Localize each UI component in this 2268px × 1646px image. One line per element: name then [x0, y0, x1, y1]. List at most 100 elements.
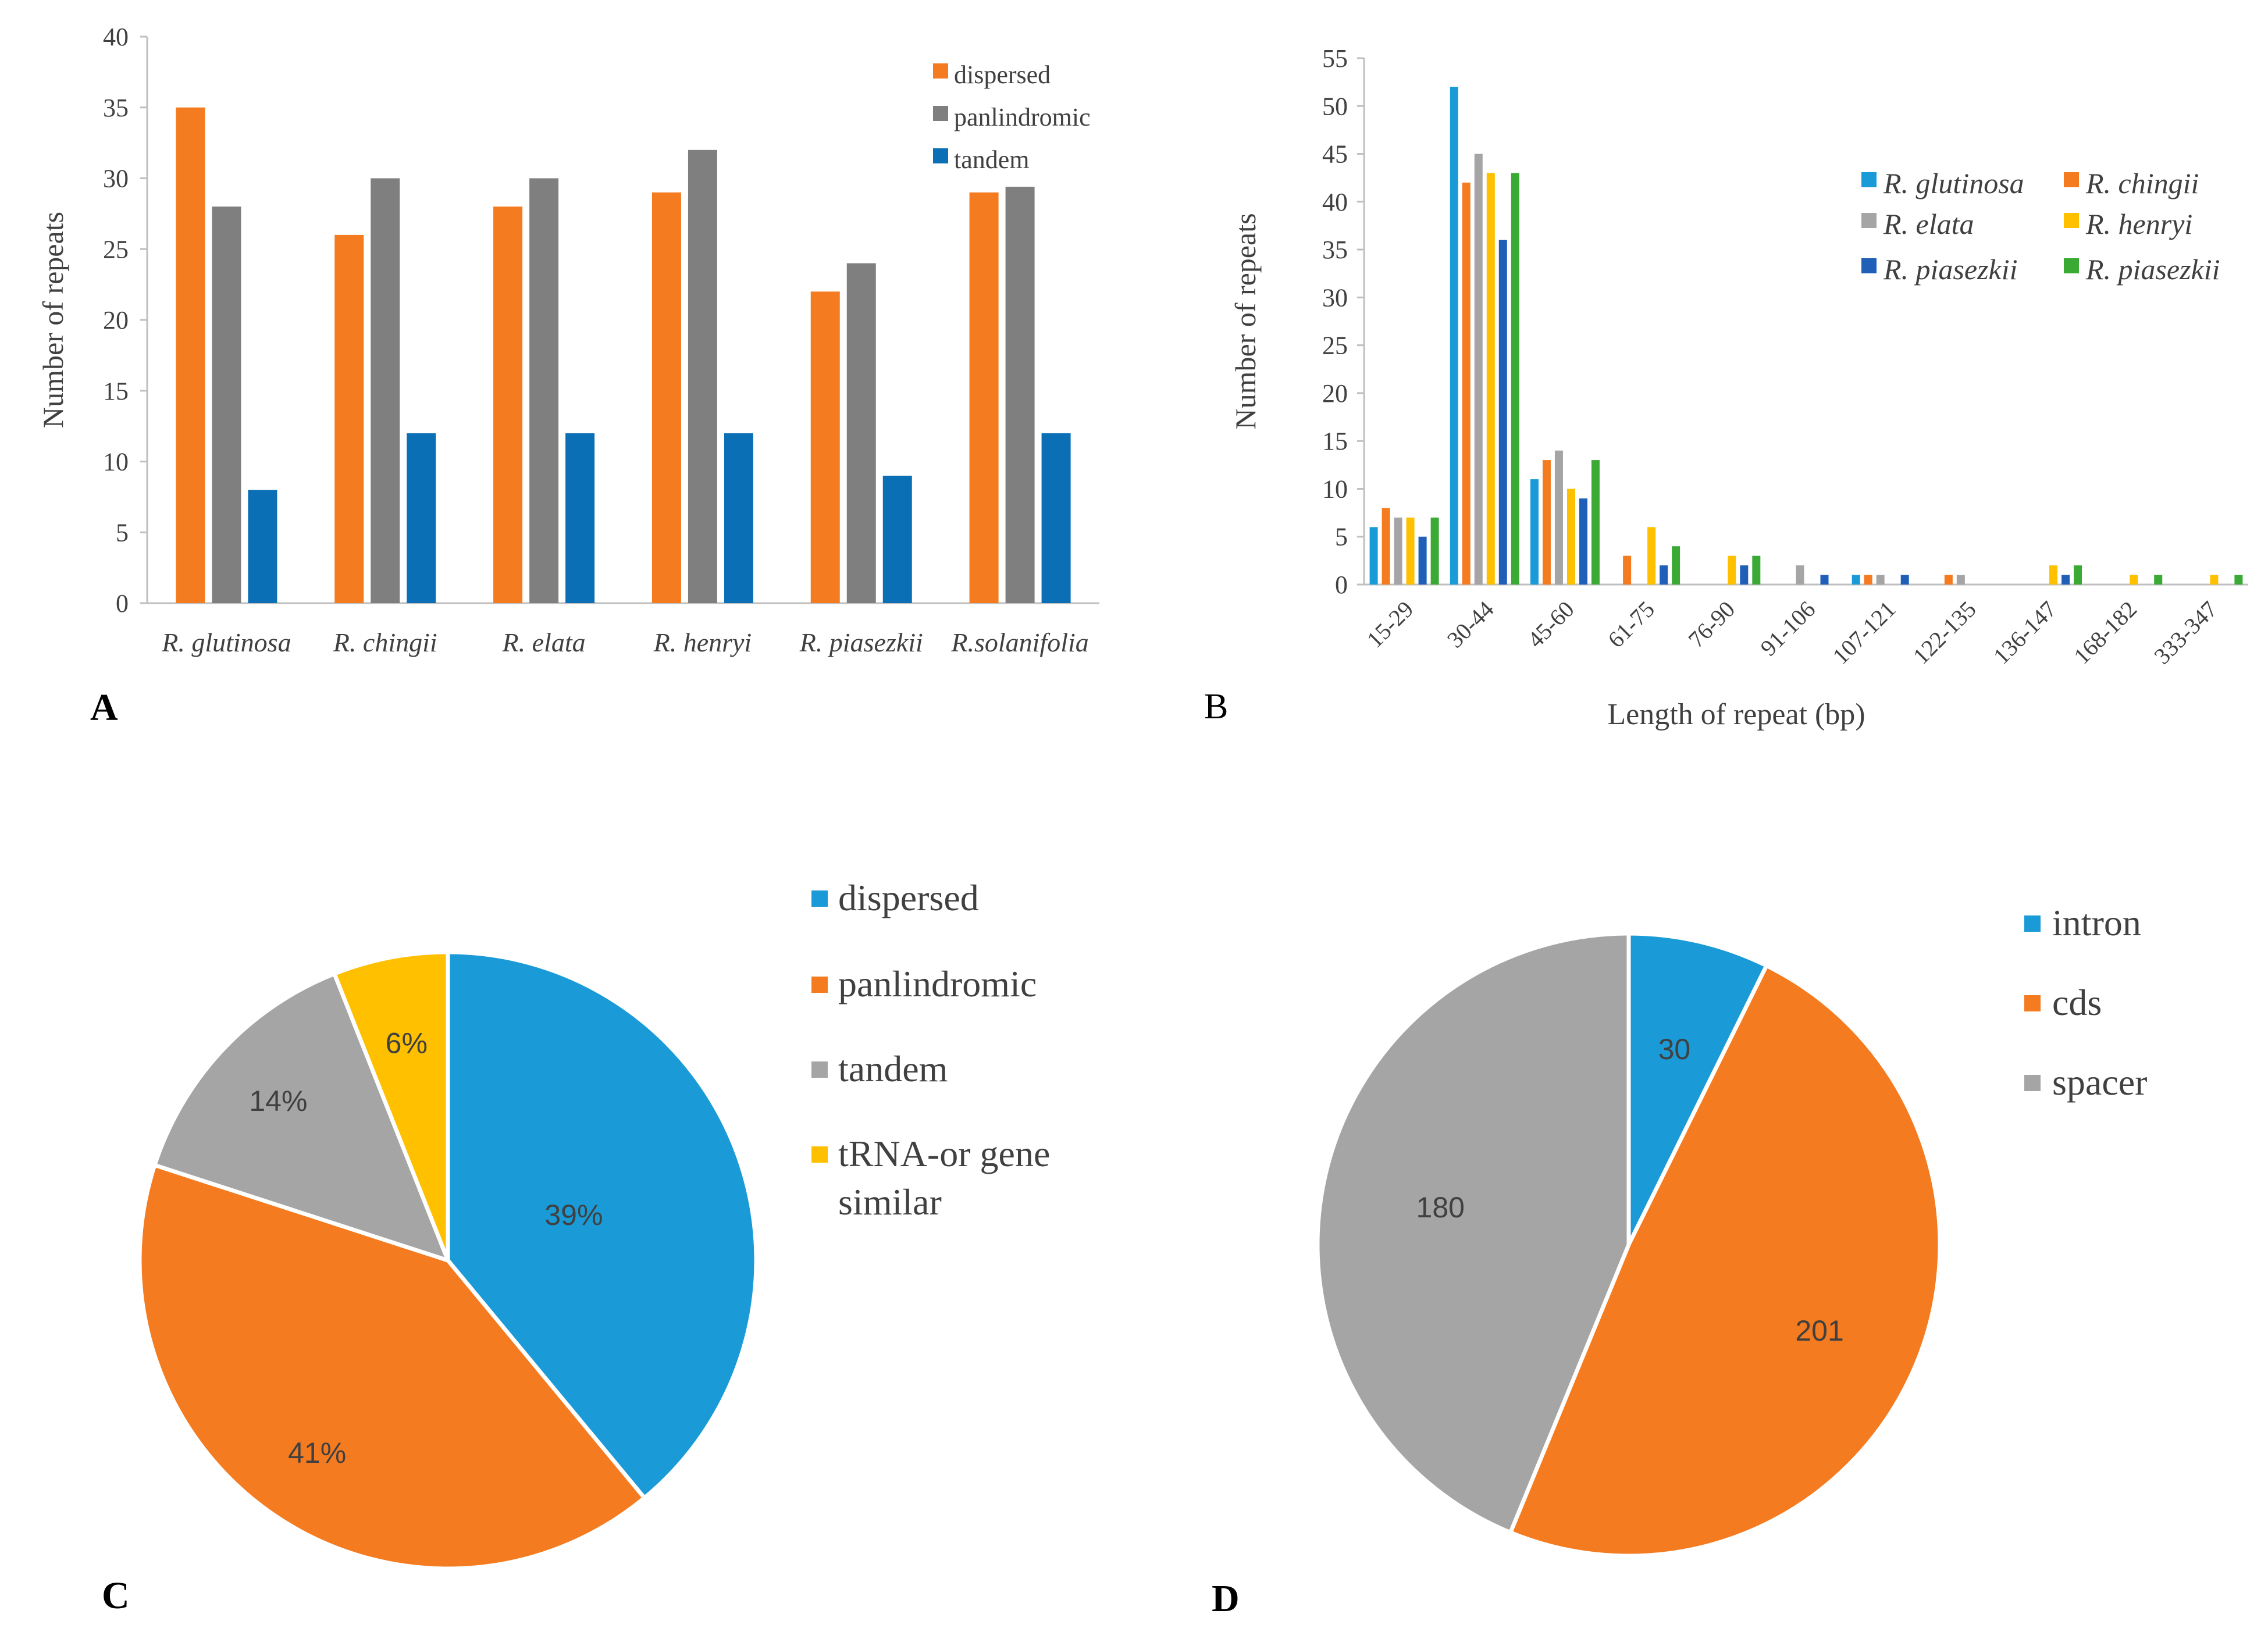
b-bar-series-5 [2062, 575, 2070, 585]
b-legend-swatch-3 [1861, 213, 1877, 228]
c-legend-label: panlindromic [838, 963, 1037, 1004]
a-bar-dispersed [493, 206, 523, 603]
a-legend-label: tandem [954, 145, 1030, 174]
panel-label-b: B [1204, 687, 1228, 726]
b-legend-label: R. chingii [2085, 167, 2199, 199]
b-bar-series-2 [1382, 508, 1390, 585]
c-legend-label: similar [838, 1181, 942, 1223]
a-bar-dispersed [969, 192, 999, 604]
b-bar-series-2 [1542, 460, 1551, 585]
a-y-tick-label: 0 [116, 589, 129, 618]
a-y-tick-label: 25 [103, 235, 129, 263]
a-bar-tandem [407, 433, 436, 603]
d-slice-label: 201 [1795, 1314, 1843, 1347]
a-x-tick-label: R.solanifolia [950, 628, 1088, 657]
c-legend-swatch-tandem [811, 1061, 828, 1078]
b-x-axis-title: Length of repeat (bp) [1607, 698, 1865, 731]
d-slice-intron [1626, 931, 1769, 1246]
panel-a-bar-chart: 0 5 10 15 20 25 30 35 40 Number of repeats R. glut… [37, 23, 1099, 657]
b-y-tick-label: 10 [1322, 475, 1348, 503]
c-legend-label: tandem [838, 1048, 948, 1089]
a-legend-swatch-tandem [933, 148, 948, 163]
b-bar-series-4 [1566, 489, 1575, 585]
c-slice-trna-or-gene-similar [332, 950, 450, 1262]
a-bar-tandem [248, 490, 277, 603]
c-slice-label: 41% [288, 1437, 346, 1469]
a-bar-tandem [1041, 433, 1071, 603]
b-bar-series-6 [2154, 575, 2163, 585]
b-y-tick-label: 20 [1322, 379, 1348, 408]
c-slice-label: 6% [386, 1027, 428, 1060]
c-slice-dispersed [446, 950, 759, 1501]
b-bar-series-2 [1623, 555, 1632, 585]
d-legend-label: cds [2052, 982, 2102, 1023]
b-legend-label: R. piasezkii [2085, 253, 2220, 286]
b-y-tick-label: 40 [1322, 188, 1348, 216]
b-bar-series-4 [1647, 527, 1656, 585]
b-bar-series-2 [1944, 575, 1953, 585]
b-bar-series-6 [1511, 173, 1519, 585]
b-y-tick-label: 0 [1335, 571, 1348, 599]
b-y-tick-label: 35 [1322, 236, 1348, 264]
a-x-tick-label: R. piasezkii [799, 628, 923, 657]
c-legend-swatch-trna-or-gene-similar [811, 1146, 828, 1163]
b-bar-series-3 [1394, 517, 1402, 585]
a-bar-panlindromic [1005, 187, 1035, 603]
a-bar-dispersed [651, 192, 681, 604]
b-legend-swatch-6 [2064, 258, 2079, 273]
b-bar-series-3 [1554, 450, 1563, 585]
b-legend-label: R. piasezkii [1883, 253, 2018, 286]
a-bar-tandem [565, 433, 595, 603]
a-bar-dispersed [810, 291, 840, 603]
b-legend-label: R. henryi [2085, 208, 2192, 240]
b-bar-series-2 [1864, 575, 1872, 585]
c-slice-label: 14% [249, 1085, 307, 1117]
d-slice-label: 30 [1658, 1033, 1691, 1066]
c-slice-label: 39% [544, 1199, 603, 1231]
b-bar-series-5 [1820, 575, 1829, 585]
b-legend-label: R. glutinosa [1883, 167, 2024, 199]
a-bar-panlindromic [371, 178, 400, 603]
b-bar-series-6 [1672, 546, 1680, 585]
b-bar-series-1 [1530, 479, 1539, 585]
c-legend-label: tRNA-or gene [838, 1133, 1050, 1174]
b-y-tick-label: 15 [1322, 427, 1348, 455]
b-legend-label: R. elata [1883, 208, 1974, 240]
b-legend-swatch-1 [1861, 172, 1877, 187]
a-y-tick-label: 5 [116, 518, 129, 547]
b-bar-series-6 [1752, 555, 1761, 585]
a-legend-label: dispersed [954, 60, 1051, 89]
b-bar-series-1 [1852, 575, 1860, 585]
b-bar-series-5 [1740, 565, 1749, 585]
a-bar-panlindromic [846, 263, 876, 604]
b-bar-series-5 [1498, 240, 1507, 585]
b-y-tick-label: 50 [1322, 92, 1348, 120]
panel-label-c: C [102, 1574, 130, 1617]
b-y-axis-title: Number of repeats [1229, 213, 1262, 429]
panel-c-pie-chart: 39% 41% 14% 6% dispersed panlindromic tandem tR… [137, 877, 1050, 1571]
d-legend-swatch-cds [2024, 995, 2041, 1011]
d-slice-cds [1508, 963, 1942, 1558]
d-legend-label: intron [2052, 902, 2141, 943]
a-bar-panlindromic [529, 178, 559, 603]
b-bar-series-5 [1900, 575, 1909, 585]
a-bar-dispersed [176, 107, 205, 603]
b-bar-series-5 [1660, 565, 1668, 585]
c-legend-swatch-panlindromic [811, 977, 828, 993]
b-bar-series-4 [1728, 555, 1736, 585]
b-y-tick-label: 25 [1322, 332, 1348, 360]
a-x-tick-label: R. chingii [333, 628, 437, 657]
panel-d-pie-chart: 30 201 180 intron cds spacer [1315, 902, 2147, 1558]
b-legend-swatch-2 [2064, 172, 2079, 187]
a-y-axis-title: Number of repeats [37, 212, 69, 428]
a-bar-tandem [724, 433, 753, 603]
a-y-tick-label: 35 [103, 94, 129, 122]
a-bar-panlindromic [688, 149, 717, 603]
a-legend-swatch-dispersed [933, 63, 948, 79]
a-x-tick-label: R. elata [502, 628, 586, 657]
a-legend-label: panlindromic [954, 103, 1091, 131]
b-bar-series-6 [1430, 517, 1439, 585]
a-legend-swatch-panlindromic [933, 106, 948, 121]
b-bar-series-1 [1450, 87, 1458, 585]
